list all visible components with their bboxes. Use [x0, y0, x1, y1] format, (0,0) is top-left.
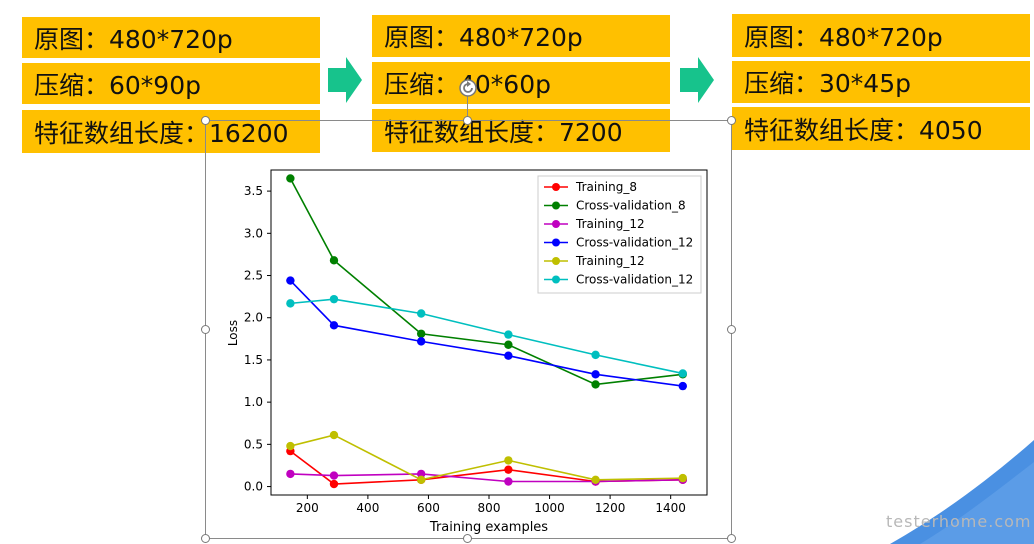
series-5-point: [416, 475, 426, 485]
series-1-point: [329, 479, 339, 489]
watermark-text: testerhome.com: [886, 512, 1032, 531]
panel-1-feature-length[interactable]: 特征数组长度：16200: [22, 110, 320, 153]
series-5-point: [678, 473, 687, 483]
legend-marker: [552, 275, 560, 284]
series-line-2: [289, 178, 683, 386]
series-5-point: [504, 456, 513, 465]
y-tick-label: 0.0: [244, 480, 263, 494]
resize-handle-top[interactable]: [463, 116, 472, 125]
series-4-point: [286, 276, 295, 285]
panel-1-original-size[interactable]: 原图：480*720p: [22, 17, 320, 58]
right-arrow-icon[interactable]: [678, 55, 716, 105]
series-line-3: [290, 473, 683, 483]
series-2-point: [591, 380, 600, 389]
series-4-point: [329, 321, 339, 330]
series-3-point: [504, 477, 513, 486]
y-tick-label: 0.5: [244, 437, 263, 451]
legend-label: Cross-validation_8: [576, 199, 686, 213]
rotate-handle-icon[interactable]: [458, 78, 478, 98]
y-axis-label: Loss: [226, 320, 240, 346]
series-6-point: [416, 309, 426, 318]
x-tick-label: 800: [478, 501, 501, 515]
legend-label: Training_12: [575, 217, 645, 231]
x-tick-label: 600: [417, 501, 440, 515]
resize-handle-top-right[interactable]: [727, 116, 736, 125]
legend-marker: [552, 257, 560, 265]
series-6-point: [591, 350, 600, 360]
panel-3-feature-length[interactable]: 特征数组长度：4050: [732, 107, 1030, 150]
series-2-point: [329, 256, 339, 265]
series-line-4: [289, 280, 683, 387]
x-tick-label: 200: [296, 501, 319, 515]
resize-handle-right[interactable]: [727, 325, 736, 334]
legend-label: Cross-validation_12: [576, 236, 693, 250]
legend-marker: [552, 201, 560, 210]
series-3-point: [416, 469, 426, 479]
panel-2-feature-length[interactable]: 特征数组长度：7200: [372, 109, 670, 152]
y-tick-label: 3.5: [244, 184, 263, 198]
x-tick-label: 400: [356, 501, 379, 515]
series-2-point: [286, 174, 295, 183]
x-axis-label: Training examples: [429, 520, 548, 535]
legend-label: Training_8: [575, 180, 637, 194]
x-tick-label: 1400: [655, 501, 686, 515]
legend-label: Cross-validation_12: [576, 273, 693, 287]
series-3-point: [329, 471, 339, 480]
series-line-5: [290, 434, 683, 481]
legend-label: Training_12: [575, 254, 645, 268]
legend-marker: [552, 183, 560, 191]
resize-handle-bottom-left[interactable]: [201, 534, 210, 543]
panel-3-compressed-size[interactable]: 压缩：30*45p: [732, 61, 1030, 103]
x-tick-label: 1000: [534, 501, 565, 515]
series-6-point: [329, 294, 339, 304]
legend-box: [537, 175, 702, 294]
series-1-point: [504, 465, 513, 474]
rotate-handle-stem: [467, 96, 468, 120]
legend-marker: [552, 238, 560, 247]
series-4-point: [416, 337, 426, 346]
panel-3-original-size[interactable]: 原图：480*720p: [732, 14, 1030, 57]
chart-legend: Training_8 Cross-validation_8 Training_12 C…: [537, 175, 702, 294]
legend-marker: [552, 220, 560, 228]
y-tick-label: 2.5: [244, 269, 263, 283]
y-tick-label: 1.5: [244, 353, 263, 367]
series-5-point: [329, 430, 339, 440]
series-4-point: [678, 381, 687, 391]
resize-handle-top-left[interactable]: [201, 116, 210, 125]
series-4-point: [504, 351, 513, 360]
series-6-point: [286, 299, 295, 308]
series-3-point: [286, 469, 295, 479]
series-line-6: [290, 298, 683, 375]
series-4-point: [591, 370, 600, 379]
resize-handle-bottom-right[interactable]: [727, 534, 736, 543]
y-tick-label: 3.0: [244, 226, 263, 240]
series-6-point: [678, 369, 687, 378]
series-5-point: [286, 441, 295, 451]
x-tick-label: 1200: [595, 501, 626, 515]
y-tick-label: 1.0: [244, 395, 263, 409]
series-6-point: [504, 330, 513, 339]
panel-1-compressed-size[interactable]: 压缩：60*90p: [22, 63, 320, 104]
series-2-point: [416, 329, 426, 338]
resize-handle-left[interactable]: [201, 325, 210, 334]
series-5-point: [591, 475, 600, 485]
y-tick-label: 2.0: [244, 311, 263, 325]
resize-handle-bottom[interactable]: [463, 534, 472, 543]
corner-swoosh-decoration: [890, 440, 1034, 544]
series-2-point: [504, 340, 513, 349]
panel-2-original-size[interactable]: 原图：480*720p: [372, 15, 670, 57]
right-arrow-icon[interactable]: [326, 55, 364, 105]
